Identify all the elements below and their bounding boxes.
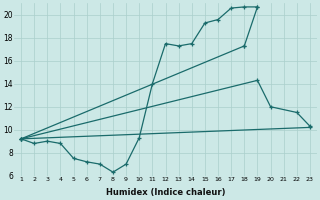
X-axis label: Humidex (Indice chaleur): Humidex (Indice chaleur) [106,188,225,197]
